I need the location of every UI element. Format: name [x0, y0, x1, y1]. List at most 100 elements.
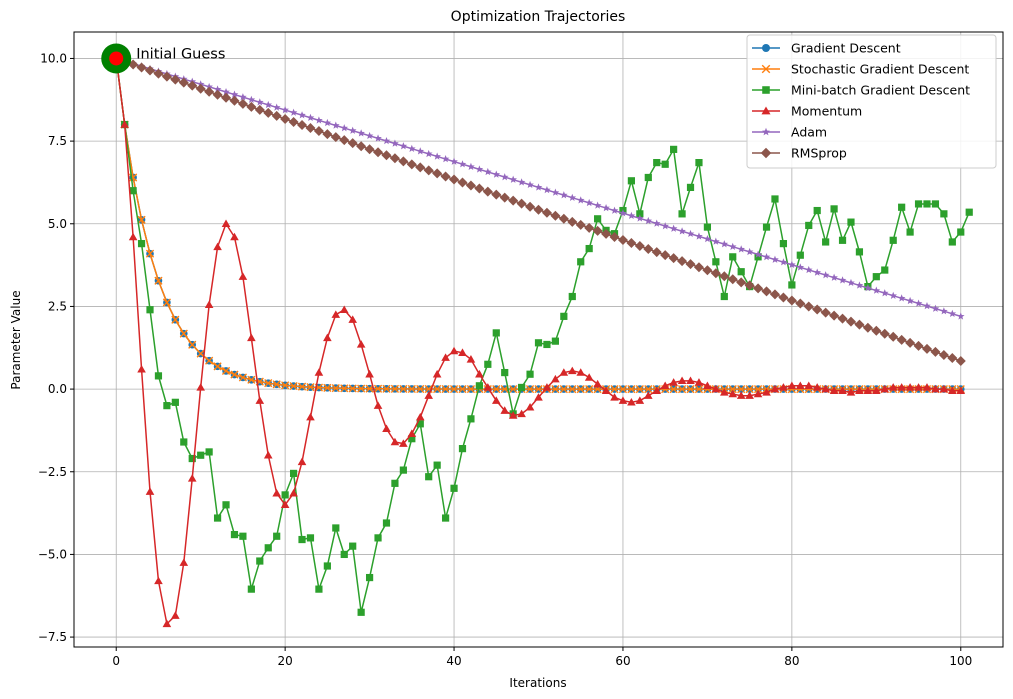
data-point [872, 386, 881, 394]
data-point [306, 534, 315, 542]
data-point [501, 368, 509, 377]
data-point [585, 198, 593, 207]
data-point [492, 384, 501, 394]
data-point [542, 383, 552, 391]
data-point [609, 231, 620, 242]
data-point [762, 253, 771, 261]
data-point [872, 273, 880, 281]
data-point [416, 384, 425, 394]
data-point [297, 120, 308, 131]
data-point [678, 227, 686, 235]
y-tick-label: 5.0 [48, 217, 67, 231]
data-point [238, 373, 248, 382]
data-point [180, 438, 188, 446]
data-point [254, 104, 265, 115]
data-point [349, 542, 357, 550]
data-point [906, 296, 914, 305]
data-point [879, 328, 890, 339]
data-point [787, 381, 797, 390]
data-point [845, 316, 856, 327]
data-point [905, 337, 916, 348]
legend-entry: Gradient Descent [752, 41, 901, 56]
data-point [838, 386, 847, 394]
legend-entry: RMSprop [752, 146, 847, 161]
legend-entry: Adam [752, 125, 827, 140]
data-point [957, 228, 965, 236]
data-point [610, 206, 619, 214]
data-point [567, 366, 577, 375]
data-point [230, 530, 239, 539]
data-point [678, 210, 686, 218]
data-point [195, 83, 206, 94]
series-line [115, 58, 970, 614]
data-point [171, 315, 180, 324]
data-point [745, 385, 754, 394]
data-point [509, 384, 518, 394]
data-point [779, 383, 788, 391]
data-point [712, 258, 720, 266]
data-point [922, 383, 932, 391]
data-point [905, 383, 915, 391]
data-point [280, 500, 290, 509]
data-point [482, 186, 493, 197]
data-point [306, 113, 315, 122]
legend-label: Stochastic Gradient Descent [791, 62, 969, 77]
data-point [660, 250, 671, 261]
data-point [567, 216, 578, 227]
data-point [771, 255, 779, 263]
data-point [364, 144, 375, 155]
data-point [391, 139, 399, 147]
data-point [331, 310, 341, 318]
data-point [634, 241, 645, 252]
data-point [812, 383, 822, 391]
data-point [694, 385, 704, 394]
data-point [221, 219, 231, 227]
data-point [264, 544, 272, 552]
data-point [163, 402, 171, 410]
data-point [247, 95, 256, 103]
x-axis-label: Iterations [509, 676, 566, 690]
data-point [314, 368, 324, 376]
data-point [289, 488, 298, 497]
data-point [931, 384, 940, 393]
data-point [356, 141, 367, 152]
data-point [305, 123, 316, 134]
data-point [610, 393, 619, 401]
data-point [711, 384, 721, 393]
data-point [753, 389, 763, 398]
data-point [441, 155, 450, 163]
data-point [213, 362, 222, 371]
data-point [154, 576, 163, 585]
data-point [821, 271, 830, 279]
data-point [948, 309, 957, 318]
data-point [788, 260, 796, 269]
data-point [381, 150, 392, 161]
data-point [592, 225, 603, 236]
data-point [289, 381, 298, 391]
data-point [442, 514, 450, 522]
data-point [837, 313, 848, 324]
data-point [365, 573, 374, 582]
data-point [179, 329, 188, 338]
data-point [906, 228, 914, 236]
data-point [855, 386, 864, 394]
data-point [888, 331, 899, 342]
data-point [188, 454, 196, 463]
data-point [855, 281, 864, 289]
data-point [466, 384, 476, 394]
data-point [779, 240, 788, 248]
data-point [162, 619, 172, 628]
ticks: 0 20 40 60 80 100 −7.5 −5.0 −2.5 0.0 2.5 5.0 7.5 10.0 [38, 51, 972, 668]
legend-marker [762, 44, 770, 52]
data-point [145, 249, 155, 258]
data-point [205, 448, 213, 456]
data-point [391, 479, 399, 487]
data-point [197, 451, 205, 459]
data-point [813, 206, 821, 215]
data-point [323, 562, 331, 570]
data-point [534, 384, 543, 394]
data-point [593, 201, 602, 209]
data-point [576, 385, 585, 394]
legend-label: Mini-batch Gradient Descent [791, 83, 970, 98]
data-point [762, 388, 771, 396]
